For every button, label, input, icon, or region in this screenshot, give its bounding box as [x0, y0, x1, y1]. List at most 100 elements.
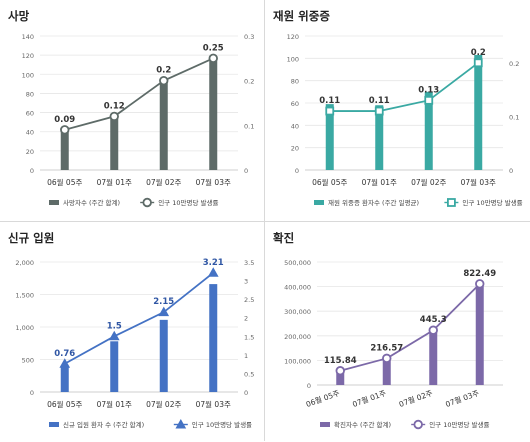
- bar: [429, 328, 438, 385]
- x-tick-label: 06월 05주: [47, 177, 82, 187]
- data-label: 0.25: [203, 43, 224, 53]
- y-tick-label: 120: [22, 52, 34, 60]
- legend-line-marker: [446, 198, 456, 207]
- chart-title: 사망: [8, 9, 30, 23]
- y2-tick-label: 0: [244, 389, 248, 397]
- legend-label: 인구 10만명당 발생률: [158, 198, 218, 207]
- data-label: 216.57: [370, 343, 403, 353]
- chart-title: 확진: [273, 231, 294, 245]
- y2-tick-label: 3: [244, 278, 248, 286]
- chart-title: 재원 위중증: [273, 9, 330, 23]
- y-tick-label: 120: [287, 33, 299, 41]
- y2-tick-label: 0.2: [244, 78, 254, 86]
- bar: [159, 79, 168, 170]
- legend-label: 재원 위중증 환자수 (주간 일평균): [328, 198, 419, 207]
- data-label: 0.09: [54, 115, 75, 125]
- panel-divider-horizontal: [0, 221, 530, 222]
- y-tick-label: 2,000: [15, 259, 34, 267]
- line-point: [159, 75, 169, 86]
- y-tick-label: 400,000: [284, 284, 311, 292]
- data-label: 0.2: [471, 48, 486, 58]
- y2-tick-label: 2: [244, 315, 248, 323]
- legend-line-marker: [413, 419, 423, 430]
- x-tick-label: 07월 03주: [444, 387, 481, 408]
- y-tick-label: 1,500: [15, 292, 34, 300]
- y2-tick-label: 0.1: [509, 113, 519, 121]
- y-tick-label: 60: [26, 110, 34, 118]
- x-tick-label: 06월 05주: [312, 177, 347, 187]
- bar: [375, 105, 384, 170]
- bar: [159, 319, 168, 392]
- line-point: [382, 353, 392, 364]
- y2-tick-label: 2.5: [244, 296, 254, 304]
- data-label: 115.84: [324, 356, 357, 366]
- line-point: [60, 125, 70, 135]
- y-tick-label: 0: [307, 382, 311, 390]
- data-label: 0.12: [104, 101, 125, 111]
- line-point: [335, 366, 345, 376]
- x-tick-label: 07월 03주: [461, 177, 496, 187]
- y-tick-label: 100: [22, 71, 34, 79]
- data-label: 0.2: [156, 66, 171, 76]
- x-tick-label: 07월 01주: [362, 177, 397, 187]
- y-tick-label: 20: [26, 148, 34, 156]
- series-line: [64, 57, 214, 131]
- x-tick-label: 07월 01주: [351, 387, 388, 408]
- line-point: [473, 58, 483, 68]
- data-label: 2.15: [153, 297, 174, 307]
- bar: [209, 284, 218, 392]
- y-tick-label: 300,000: [284, 308, 311, 316]
- line-point: [325, 106, 335, 116]
- data-label: 0.11: [369, 96, 390, 106]
- y-tick-label: 1,000: [15, 324, 34, 332]
- bar: [110, 115, 119, 170]
- y-tick-label: 80: [291, 78, 299, 86]
- legend-bar-swatch: [49, 422, 59, 427]
- line-point: [109, 111, 119, 122]
- bar: [60, 129, 69, 170]
- line-point: [158, 306, 170, 317]
- x-tick-label: 07월 01주: [97, 177, 132, 187]
- data-label: 0.13: [418, 85, 439, 95]
- chart-panel-confirmed: 확진 0 100,000 200,000 300,000 400,000 500,000 11…: [265, 222, 530, 442]
- y-tick-label: 200,000: [284, 333, 311, 341]
- line-point: [59, 358, 71, 368]
- data-label: 445.3: [420, 315, 447, 325]
- legend-label: 확진자수 (주간 합계): [334, 420, 391, 429]
- x-tick-label: 07월 01주: [97, 399, 132, 409]
- y2-tick-label: 1.5: [244, 333, 254, 341]
- legend-bar-swatch: [49, 200, 59, 205]
- y-tick-label: 100,000: [284, 357, 311, 365]
- line-point: [207, 267, 219, 277]
- data-label: 0.76: [54, 349, 75, 359]
- y-tick-label: 500: [22, 357, 34, 365]
- line-point: [424, 95, 434, 105]
- chart-confirmed: 확진 0 100,000 200,000 300,000 400,000 500,000 11…: [273, 231, 503, 430]
- x-tick-label: 07월 02주: [146, 177, 181, 187]
- y-tick-label: 0: [295, 167, 299, 175]
- legend-label: 신규 입원 환자 수 (주간 합계): [63, 420, 144, 429]
- line-point: [208, 53, 218, 64]
- y-tick-label: 40: [291, 122, 299, 130]
- data-label: 822.49: [463, 269, 496, 279]
- data-label: 0.11: [319, 96, 340, 106]
- x-tick-label: 07월 03주: [196, 399, 231, 409]
- chart-critical: 재원 위중증 0 20 40 60 80 100 120 0 0.1 0.2 0.11 0.11 0.13…: [273, 9, 523, 207]
- legend-bar-swatch: [314, 200, 324, 205]
- chart-deaths: 사망 0 20 40 60 80 100 120 140 0 0.1 0.2 0.3 0.09 0.12 0.…: [8, 9, 254, 208]
- y-tick-label: 500,000: [284, 259, 311, 267]
- chart-panel-deaths: 사망 0 20 40 60 80 100 120 140 0 0.1 0.2 0.3 0.09 0.12 0.…: [0, 0, 265, 220]
- bar: [424, 91, 433, 170]
- legend-line-marker: [175, 418, 187, 429]
- bar: [336, 370, 345, 385]
- y-tick-label: 0: [30, 167, 34, 175]
- y-tick-label: 40: [26, 129, 34, 137]
- y2-tick-label: 1: [244, 352, 248, 360]
- legend-bar-swatch: [320, 422, 330, 427]
- x-tick-label: 07월 02주: [146, 399, 181, 409]
- y-tick-label: 60: [291, 100, 299, 108]
- y-tick-label: 0: [30, 389, 34, 397]
- data-label: 1.5: [107, 321, 122, 331]
- x-tick-label: 07월 02주: [411, 177, 446, 187]
- y2-tick-label: 0.2: [509, 60, 519, 68]
